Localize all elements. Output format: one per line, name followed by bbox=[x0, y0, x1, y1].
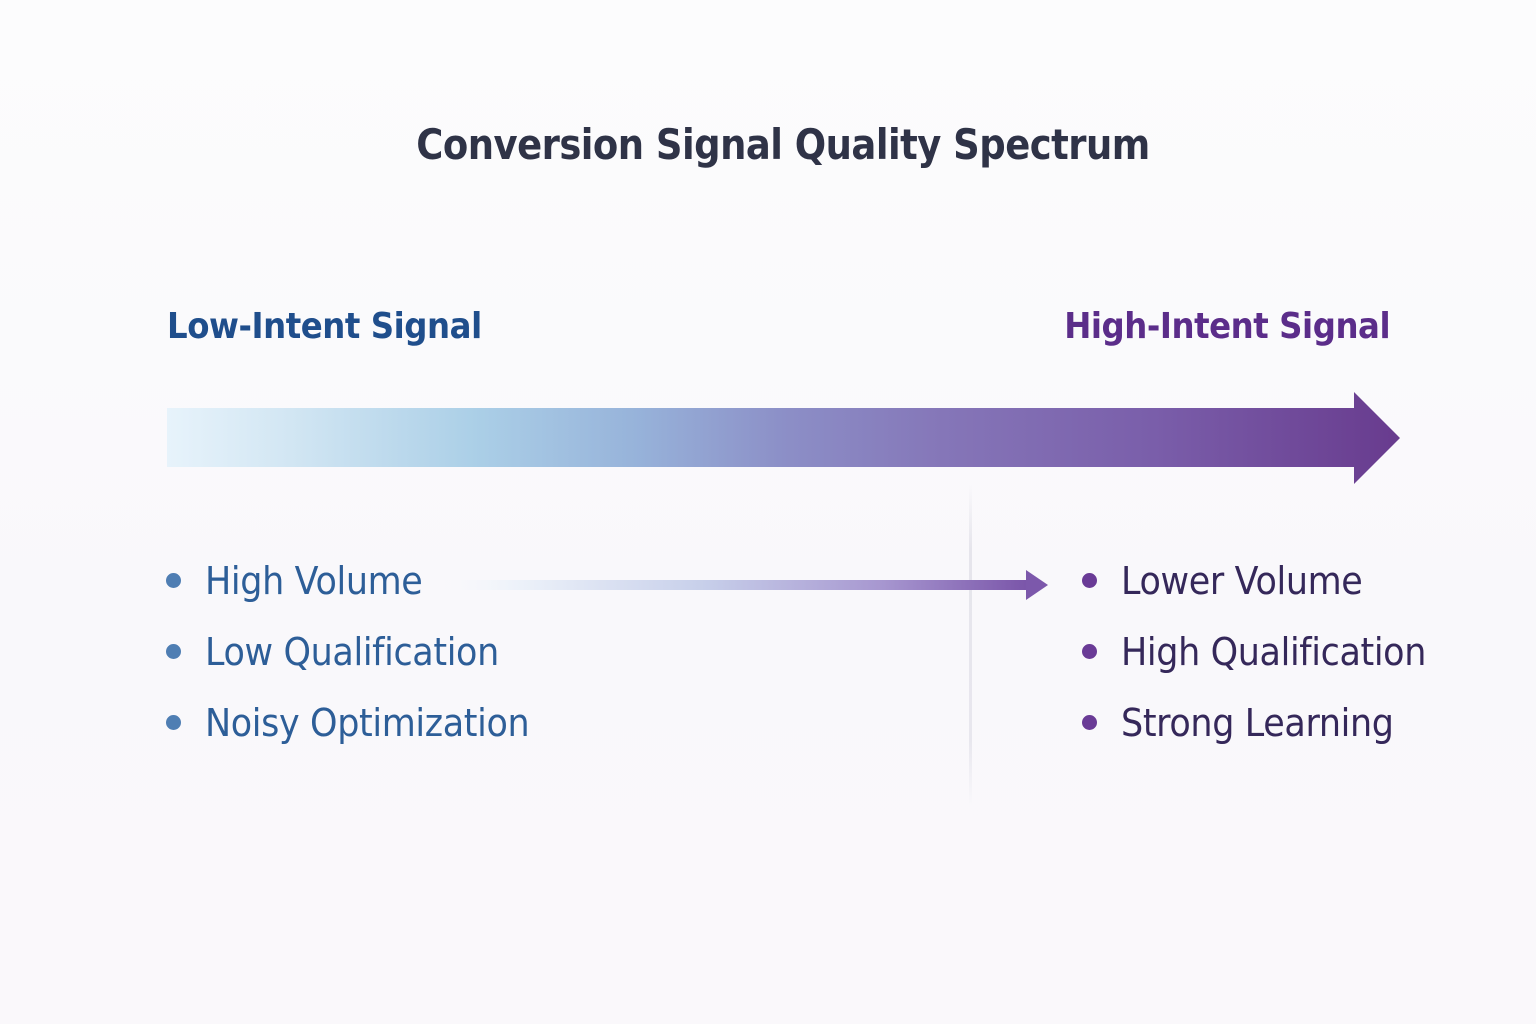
list-item-label: Lower Volume bbox=[1121, 558, 1363, 603]
list-item-label: Noisy Optimization bbox=[205, 700, 530, 745]
list-item: Lower Volume bbox=[1082, 545, 1453, 616]
bullet-dot-icon bbox=[1082, 644, 1097, 659]
list-item: High Volume bbox=[166, 545, 557, 616]
high-intent-label: High-Intent Signal bbox=[1064, 306, 1390, 347]
low-intent-label: Low-Intent Signal bbox=[167, 306, 482, 347]
high-intent-list: Lower Volume High Qualification Strong L… bbox=[1082, 545, 1453, 758]
bullet-dot-icon bbox=[166, 573, 181, 588]
list-item: Strong Learning bbox=[1082, 687, 1453, 758]
list-item-label: High Volume bbox=[205, 558, 423, 603]
list-item: High Qualification bbox=[1082, 616, 1453, 687]
diagram-title: Conversion Signal Quality Spectrum bbox=[416, 120, 1150, 169]
list-item-label: High Qualification bbox=[1121, 629, 1427, 674]
bullet-dot-icon bbox=[1082, 573, 1097, 588]
bullet-dot-icon bbox=[166, 715, 181, 730]
spectrum-arrow-icon bbox=[167, 392, 1400, 484]
column-divider bbox=[969, 485, 972, 805]
list-item: Low Qualification bbox=[166, 616, 557, 687]
list-item: Noisy Optimization bbox=[166, 687, 557, 758]
low-intent-list: High Volume Low Qualification Noisy Opti… bbox=[166, 545, 557, 758]
bullet-dot-icon bbox=[1082, 715, 1097, 730]
list-item-label: Low Qualification bbox=[205, 629, 499, 674]
bullet-dot-icon bbox=[166, 644, 181, 659]
transition-arrow-icon bbox=[440, 570, 1048, 600]
list-item-label: Strong Learning bbox=[1121, 700, 1394, 745]
